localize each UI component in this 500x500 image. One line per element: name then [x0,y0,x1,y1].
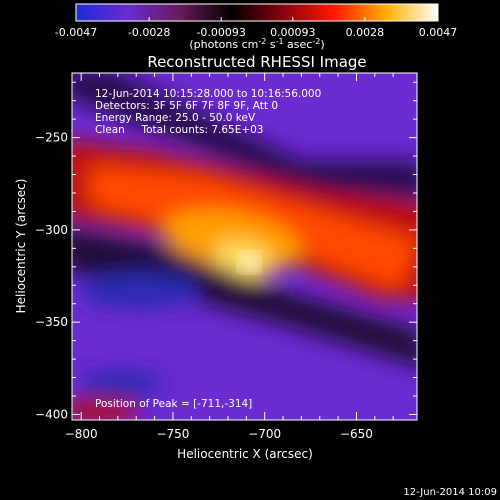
peak-marker [240,253,258,271]
colorbar-unit-label: (photons cm-2 s-1 asec-2) [189,37,324,51]
colorbar-ticks: -0.0047 -0.0028 -0.00093 0.00093 0.0028 0.004… [55,17,457,39]
colorbar-tick-label: -0.00093 [196,26,245,39]
dark-band-top [72,73,417,199]
timestamp: 12-Jun-2014 10:09 [403,487,497,498]
x-tick-label: −750 [156,427,189,441]
x-axis-label: Heliocentric X (arcsec) [177,447,313,461]
y-tick-label: −300 [35,223,68,237]
chart-title: Reconstructed RHESSI Image [147,53,366,71]
y-tick-label: −250 [35,131,68,145]
dark-band-bottom [72,227,417,366]
plot-frame [71,72,418,421]
colorbar-frame [75,3,439,22]
colorbar [76,4,438,21]
annotation-energy: Energy Range: 25.0 - 50.0 keV [95,112,256,124]
annotation-clean: Clean Total counts: 7.65E+03 [95,124,264,136]
colorbar-tick-label: 0.0047 [419,26,458,39]
x-tick-label: −800 [65,427,98,441]
blue-patch [80,272,200,308]
blue-patch-low [80,371,160,399]
colorbar-tick-label: 0.00093 [270,26,316,39]
colorbar-tick-label: -0.0028 [128,26,170,39]
heatmap-field [72,73,417,420]
annotation-detectors: Detectors: 3F 5F 6F 7F 8F 9F, Att 0 [95,100,278,112]
x-axis-ticks: −800 −750 −700 −650 [65,73,394,441]
heatmap [72,73,417,420]
annotation-peak: Position of Peak = [-711,-314] [95,398,252,410]
x-tick-label: −700 [248,427,281,441]
red-corner [72,398,140,420]
colorbar-tick-label: -0.0047 [55,26,97,39]
y-axis-ticks: −250 −300 −350 −400 [35,81,417,421]
x-tick-label: −650 [340,427,373,441]
annotation-time-range: 12-Jun-2014 10:15:28.000 to 10:16:56.000 [95,88,321,100]
y-axis-label: Heliocentric Y (arcsec) [14,179,28,314]
y-tick-label: −400 [35,407,68,421]
colorbar-tick-label: 0.0028 [346,26,385,39]
y-tick-label: −350 [35,315,68,329]
